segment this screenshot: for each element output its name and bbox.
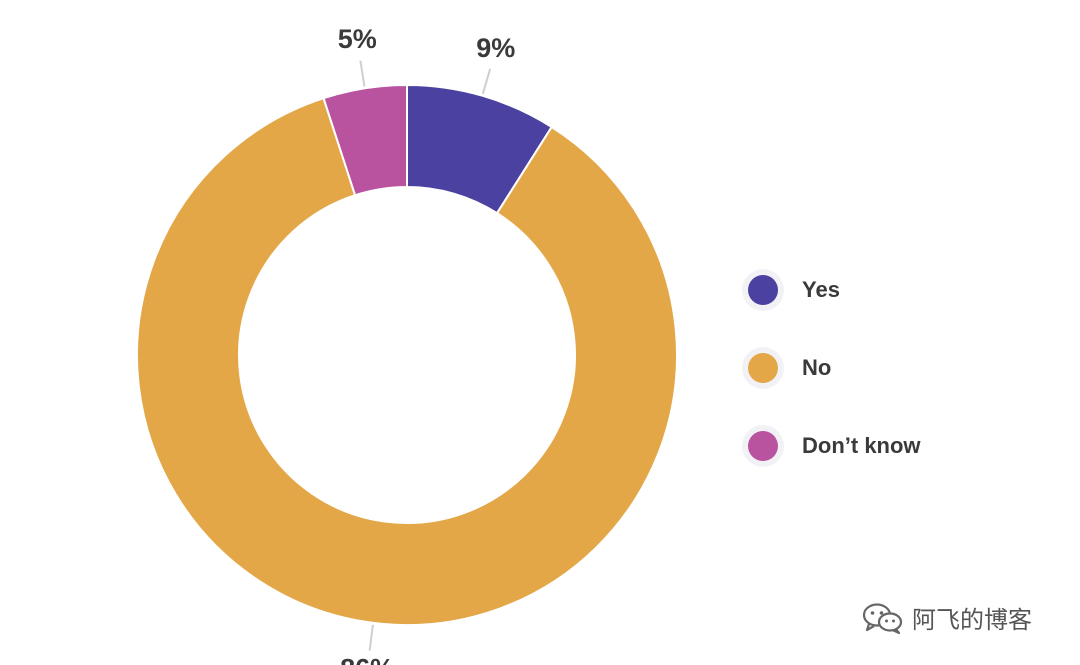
data-label-dont-know: 5% [338,24,377,54]
data-label-no: 86% [340,654,394,665]
legend-swatch-no [748,353,778,383]
legend-swatch-dont-know [748,431,778,461]
data-label-yes: 9% [476,33,515,63]
watermark-text: 阿飞的博客 [912,606,1032,634]
legend-label-no: No [802,355,832,380]
leader-line-no [368,624,374,651]
wechat-icon [862,602,904,634]
legend-label-yes: Yes [802,277,840,302]
legend-item-yes: Yes [748,268,921,312]
watermark: 阿飞的博客 [862,600,1032,635]
chart-legend: Yes No Don’t know [748,268,921,502]
legend-swatch-yes [748,275,778,305]
leader-line-dont-know [359,60,366,87]
legend-item-no: No [748,346,921,390]
slice-dont-know [322,83,408,197]
legend-item-dont-know: Don’t know [748,424,921,468]
leader-line-yes [481,68,492,95]
slice-no [136,96,678,626]
legend-label-dont-know: Don’t know [802,433,921,458]
